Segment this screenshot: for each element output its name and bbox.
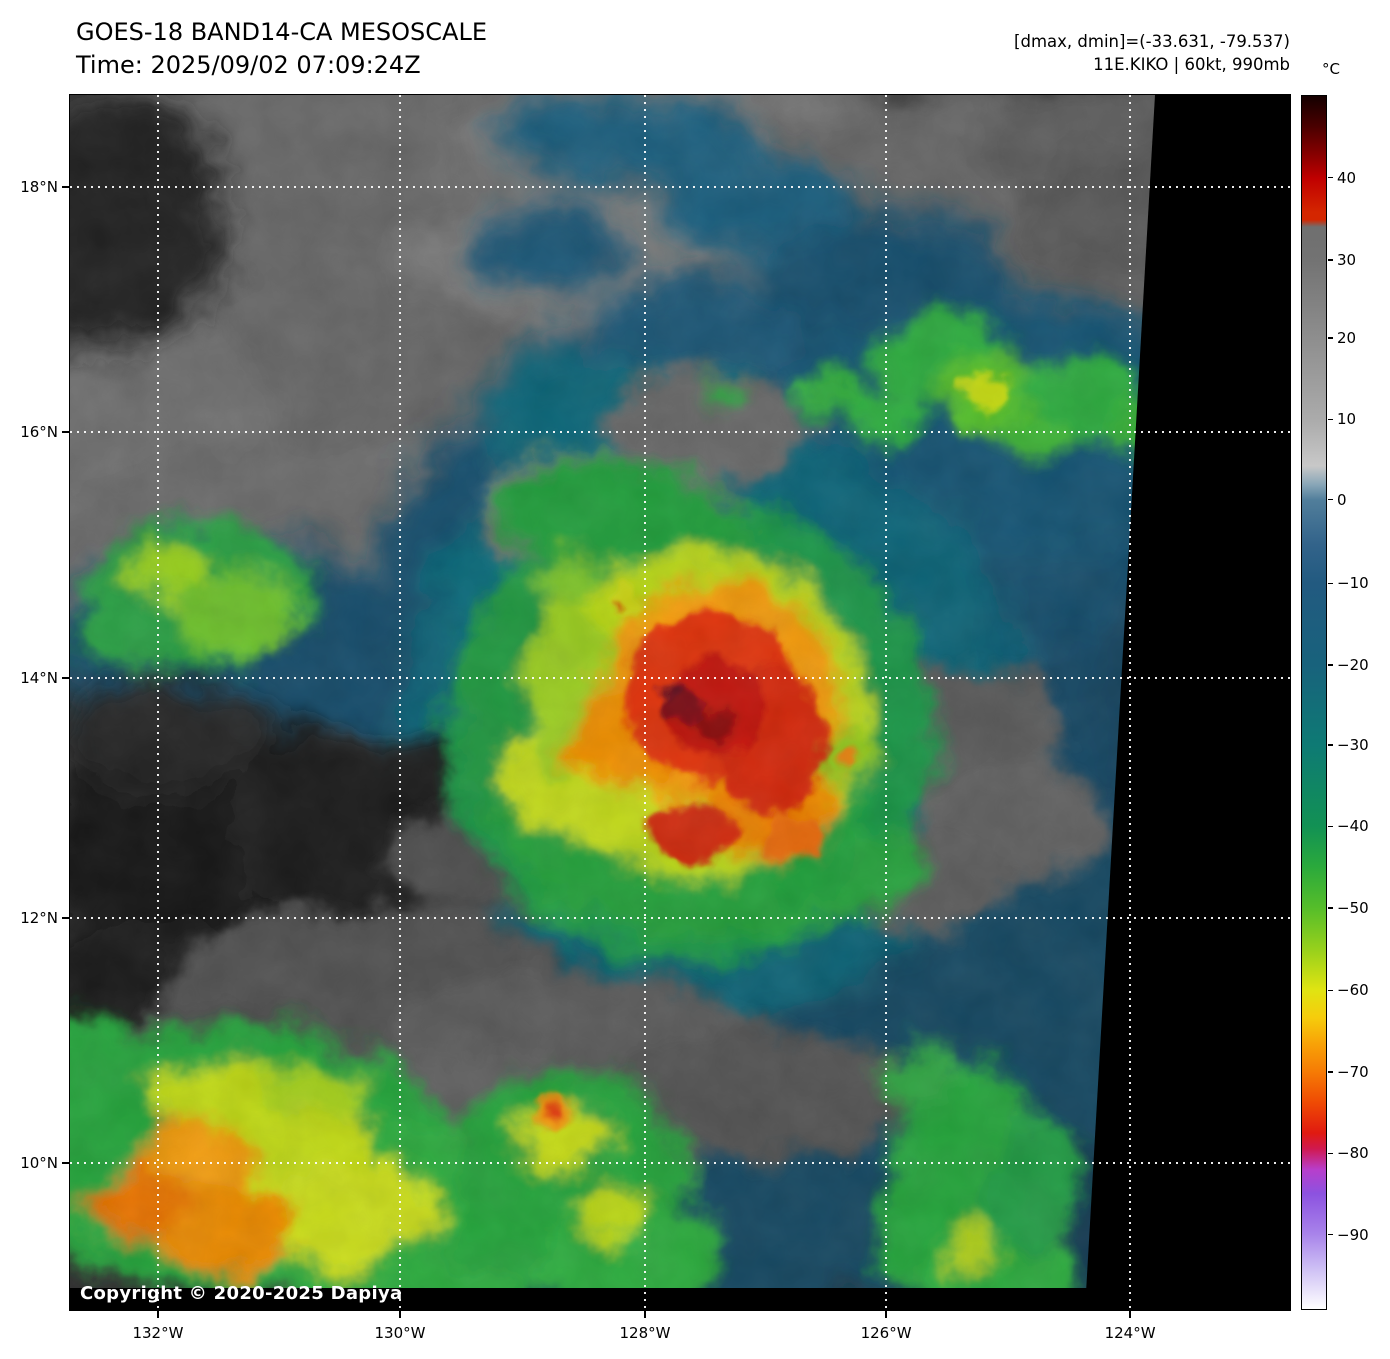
colorbar-unit-label: °C [1322, 60, 1340, 78]
latitude-label: 12°N [20, 908, 58, 927]
colorbar-tick-label: −50 [1337, 898, 1369, 917]
colorbar-tick-mark [1328, 1233, 1333, 1236]
satellite-ir-image [70, 95, 1290, 1310]
colorbar-tick-mark [1328, 498, 1333, 501]
latitude-tick-mark [62, 431, 70, 433]
longitude-tick-mark [1129, 1310, 1131, 1318]
storm-info: 11E.KIKO | 60kt, 990mb [1093, 55, 1290, 75]
colorbar-tick-mark [1328, 176, 1333, 179]
colorbar-tick-label: 0 [1337, 490, 1347, 509]
colorbar: 40 30 20 10 0 −10 −20 −30 −40 −50 [1301, 95, 1369, 1310]
colorbar-tick-label: 30 [1337, 251, 1357, 270]
colorbar-tick-label: −20 [1337, 655, 1369, 674]
image-bottom-edge [70, 1288, 1290, 1310]
colorbar-tick-label: −30 [1337, 736, 1369, 755]
longitude-label: 124°W [1104, 1324, 1156, 1342]
colorbar-tick-mark [1328, 259, 1333, 261]
colorbar-tick-mark [1328, 825, 1333, 828]
latitude-label: 16°N [20, 423, 58, 442]
latitude-tick-mark [62, 186, 70, 188]
latitude-tick-mark [62, 677, 70, 679]
no-data-wedge [1085, 95, 1290, 1310]
longitude-tick-mark [644, 1310, 646, 1318]
colorbar-tick-label: −10 [1337, 574, 1369, 593]
colorbar-tick-label: −80 [1337, 1144, 1369, 1163]
colorbar-tick-mark [1328, 664, 1333, 666]
header-readouts: [dmax, dmin]=(-33.631, -79.537) 11E.KIKO… [1014, 30, 1290, 76]
colorbar-tick-label: 40 [1337, 168, 1357, 187]
colorbar-tick-mark [1328, 989, 1333, 992]
longitude-tick-mark [399, 1310, 401, 1318]
satellite-map: 18°N 16°N 14°N 12°N 10°N 132°W [20, 94, 1291, 1342]
longitude-tick-mark [157, 1310, 159, 1318]
colorbar-tick-mark [1328, 418, 1333, 421]
colorbar-tick-label: 10 [1337, 410, 1357, 429]
colorbar-tick-label: −90 [1337, 1225, 1369, 1244]
colorbar-tick-label: −70 [1337, 1062, 1369, 1081]
timestamp: Time: 2025/09/02 07:09:24Z [76, 51, 421, 79]
colorbar-tick-label: 20 [1337, 329, 1357, 347]
colorbar-tick-mark [1328, 1152, 1333, 1154]
longitude-label: 126°W [860, 1324, 912, 1342]
dmax-dmin-readout: [dmax, dmin]=(-33.631, -79.537) [1014, 32, 1290, 51]
title-block: GOES-18 BAND14-CA MESOSCALE Time: 2025/0… [76, 18, 487, 79]
copyright-watermark: Copyright © 2020-2025 Dapiya [80, 1283, 403, 1304]
colorbar-tick-mark [1328, 337, 1333, 339]
product-title: GOES-18 BAND14-CA MESOSCALE [76, 18, 487, 46]
latitude-label: 18°N [20, 177, 58, 196]
image-grain-dark [70, 95, 1290, 1310]
latitude-tick-mark [62, 1162, 70, 1164]
latitude-label: 10°N [20, 1153, 58, 1172]
colorbar-tick-label: −60 [1337, 981, 1369, 1000]
colorbar-tick-mark [1328, 582, 1333, 585]
latitude-label: 14°N [20, 668, 58, 687]
colorbar-gradient [1301, 95, 1327, 1310]
latitude-tick-mark [62, 917, 70, 919]
longitude-label: 132°W [132, 1324, 184, 1342]
satellite-image-frame [69, 94, 1291, 1311]
colorbar-tick-mark [1328, 744, 1333, 746]
longitude-label: 130°W [374, 1324, 426, 1342]
longitude-tick-mark [885, 1310, 887, 1318]
colorbar-tick-mark [1328, 1071, 1333, 1073]
colorbar-tick-mark [1328, 907, 1333, 909]
colorbar-tick-label: −40 [1337, 817, 1369, 836]
longitude-label: 128°W [619, 1324, 671, 1342]
